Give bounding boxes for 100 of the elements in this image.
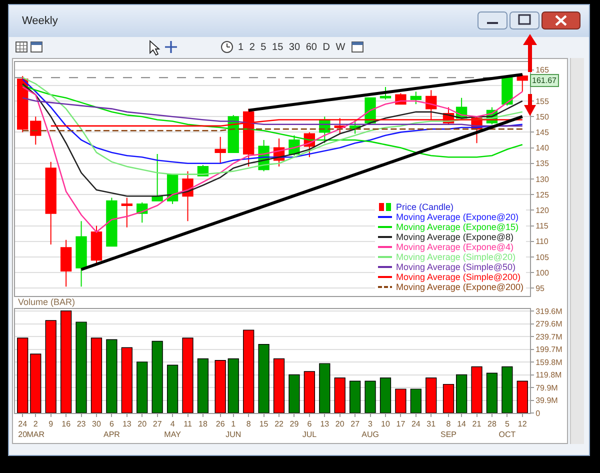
candlestick (121, 197, 132, 228)
annotation: 161.67 (532, 76, 558, 85)
candlestick (76, 220, 87, 288)
candlestick (106, 197, 118, 247)
chart-title: Volume (BAR) (18, 297, 76, 307)
y-tick-label: 115 (536, 222, 549, 231)
y-tick-label: 105 (536, 252, 550, 262)
bar (76, 322, 87, 413)
y-tick-label: 100 (536, 268, 550, 278)
x-tick-label: 8 (246, 420, 252, 429)
bar (258, 344, 270, 413)
text: 1 2 5 15 30 60 D W (238, 42, 346, 53)
y-tick-label: 39.9M (536, 396, 558, 406)
candlestick (410, 91, 422, 105)
y-tick-label: 145 (536, 128, 550, 137)
bar (364, 380, 376, 413)
y-tick-label: 155 (536, 96, 550, 106)
x-tick-label: 24 20 (18, 420, 28, 439)
legend-label: Moving Average (Simple@50) (396, 262, 516, 272)
x-tick-label: 18 (198, 420, 208, 429)
x-tick-label: 29 (290, 420, 300, 429)
y-tick-label: 135 (536, 159, 550, 168)
bar (166, 364, 178, 413)
x-tick-label: 1 JUN (226, 420, 242, 439)
legend-label: Moving Average (Expone@4) (396, 242, 514, 252)
x-tick-label: 24 (411, 420, 421, 429)
x-tick-label: 23 (76, 420, 86, 429)
bar (136, 362, 148, 413)
x-tick-label: 31 (426, 420, 436, 429)
bar (45, 320, 56, 413)
x-tick-label: 5 OCT (498, 420, 516, 439)
x-tick-label: 11 (184, 420, 192, 429)
candlestick (214, 136, 226, 164)
y-tick-label: 150 (536, 112, 550, 122)
bar (106, 339, 118, 413)
y-tick-label: 79.9M (536, 383, 558, 392)
legend-label: Moving Average (Expone@8) (396, 232, 514, 242)
x-tick-label: 16 (62, 420, 72, 429)
bar (121, 347, 132, 413)
y-tick-label: 279.6M (536, 320, 563, 329)
candlestick (502, 76, 513, 106)
bar (30, 354, 42, 413)
y-tick-label: 319.6M (536, 306, 563, 316)
bar (426, 378, 437, 413)
bar (90, 338, 102, 413)
bar (442, 384, 454, 413)
candlestick (152, 154, 163, 202)
bar (502, 366, 513, 413)
x-tick-label: 21 (472, 420, 482, 429)
legend-label: Price (Candle) (396, 202, 454, 212)
y-tick-label: 0 (536, 408, 541, 418)
legend-label: Moving Average (Expone@15) (396, 222, 519, 232)
bar (486, 372, 498, 413)
x-tick-label: 27 (350, 420, 360, 429)
x-tick-label: 10 (381, 420, 390, 429)
bar (182, 338, 194, 413)
y-tick-label: 130 (536, 174, 550, 184)
legend-label: Moving Average (Expone@20) (396, 212, 519, 222)
x-tick-label: 30 (92, 420, 102, 429)
bar (516, 380, 528, 413)
y-tick-label: 119.8M (536, 370, 562, 380)
x-tick-label: 12 (518, 420, 528, 429)
y-tick-label: 110 (536, 237, 549, 246)
x-tick-label: 14 (457, 420, 467, 429)
bar (197, 358, 209, 413)
bar (456, 374, 468, 413)
y-tick-label: 165 (536, 66, 550, 75)
candlestick (45, 161, 56, 246)
x-tick-label: 9 (48, 420, 54, 429)
y-tick-label: 95 (536, 284, 546, 293)
bar (334, 378, 346, 413)
x-tick-label: 13 (320, 420, 330, 429)
chart-title: Weekly (22, 15, 58, 27)
x-tick-label: 27 (152, 420, 162, 429)
y-tick-label: 140 (536, 144, 550, 153)
x-tick-label: 15 (259, 420, 269, 429)
bar (319, 363, 330, 413)
x-tick-label: 6 APR (103, 420, 120, 439)
y-tick-label: 125 (536, 190, 550, 200)
legend-label: Moving Average (Expone@200) (396, 282, 524, 292)
x-tick-label: 6 JUL (302, 420, 318, 439)
legend-label: Moving Average (Simple@20) (396, 252, 516, 262)
bar (273, 358, 285, 413)
y-tick-label: 199.7M (536, 345, 563, 354)
bar (471, 366, 482, 413)
x-tick-label: 17 (396, 420, 406, 429)
x-tick-label: 20 (138, 420, 148, 429)
x-tick-label: 3 AUG (362, 420, 379, 439)
x-tick-label: 28 (488, 420, 497, 429)
y-tick-label: 120 (536, 206, 550, 215)
candlestick (516, 74, 528, 92)
bar (395, 388, 406, 413)
bar (380, 378, 392, 413)
candlestick (60, 239, 72, 288)
x-tick-label: 26 (216, 420, 226, 429)
x-tick-label: 4 MAY (164, 420, 182, 439)
y-tick-label: 239.7M (536, 332, 563, 342)
x-tick-label: 22 (274, 420, 284, 429)
x-tick-label: 20 (335, 420, 345, 429)
candlestick (90, 225, 102, 266)
